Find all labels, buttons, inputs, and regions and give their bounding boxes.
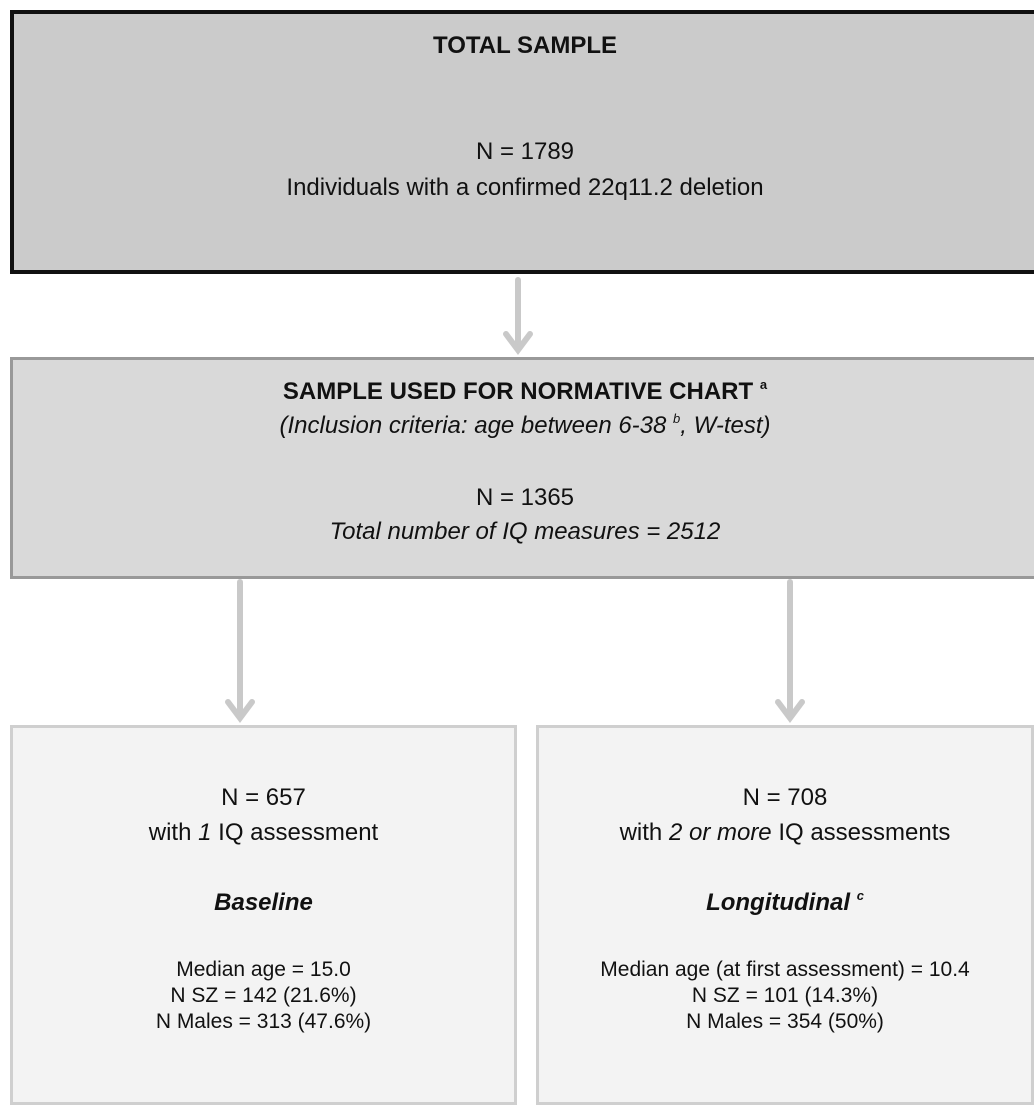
footnote-mark: b	[673, 411, 681, 426]
longitudinal-box: N = 708 with 2 or more IQ assessments Lo…	[536, 725, 1034, 1105]
text: IQ assessment	[218, 819, 379, 846]
stat: N Males = 354 (50%)	[686, 1010, 884, 1033]
criteria: (Inclusion criteria: age between 6-38 b,…	[13, 412, 1034, 440]
text: with	[148, 819, 192, 846]
title: SAMPLE USED FOR NORMATIVE CHART	[282, 378, 754, 405]
count: N = 1789	[475, 138, 575, 165]
box-title: SAMPLE USED FOR NORMATIVE CHART a	[13, 378, 1034, 406]
measures: Total number of IQ measures = 2512	[13, 518, 1034, 546]
assessments: with 1 IQ assessment	[13, 819, 514, 847]
arrow-head	[775, 699, 805, 723]
criteria-text: (Inclusion criteria: age between 6-38	[279, 412, 667, 439]
footnote-mark: c	[856, 888, 864, 903]
text: 2 or more	[668, 819, 772, 846]
normative-sample-box: SAMPLE USED FOR NORMATIVE CHART a (Inclu…	[10, 357, 1034, 579]
box-title: TOTAL SAMPLE	[14, 32, 1034, 60]
label: Baseline	[214, 889, 313, 916]
text: IQ assessments	[778, 819, 951, 846]
text: with	[619, 819, 663, 846]
arrow-head	[225, 699, 255, 723]
baseline-box: N = 657 with 1 IQ assessment Baseline Me…	[10, 725, 517, 1105]
footnote-mark: a	[759, 377, 768, 392]
count: N = 657	[221, 784, 306, 811]
stat: Median age (at first assessment) = 10.4	[600, 958, 970, 981]
criteria-text: , W-test)	[680, 412, 771, 439]
count: N = 708	[742, 784, 828, 811]
stat: N SZ = 142 (21.6%)	[170, 984, 357, 1007]
measures-text: Total number of IQ measures = 2512	[329, 518, 721, 545]
title: TOTAL SAMPLE	[432, 32, 617, 59]
stat: Median age = 15.0	[176, 958, 351, 981]
count: N = 1365	[475, 484, 575, 511]
stat: N Males = 313 (47.6%)	[155, 1010, 372, 1033]
assessments: with 2 or more IQ assessments	[539, 819, 1031, 847]
description: Individuals with a confirmed 22q11.2 del…	[286, 174, 764, 201]
group-label: Longitudinal c	[539, 889, 1031, 917]
arrow-head	[503, 331, 533, 355]
stat: N SZ = 101 (14.3%)	[691, 984, 879, 1007]
group-label: Baseline	[13, 889, 514, 917]
total-sample-box: TOTAL SAMPLE N = 1789 Individuals with a…	[10, 10, 1034, 274]
text: 1	[198, 819, 212, 846]
label: Longitudinal	[706, 889, 851, 916]
